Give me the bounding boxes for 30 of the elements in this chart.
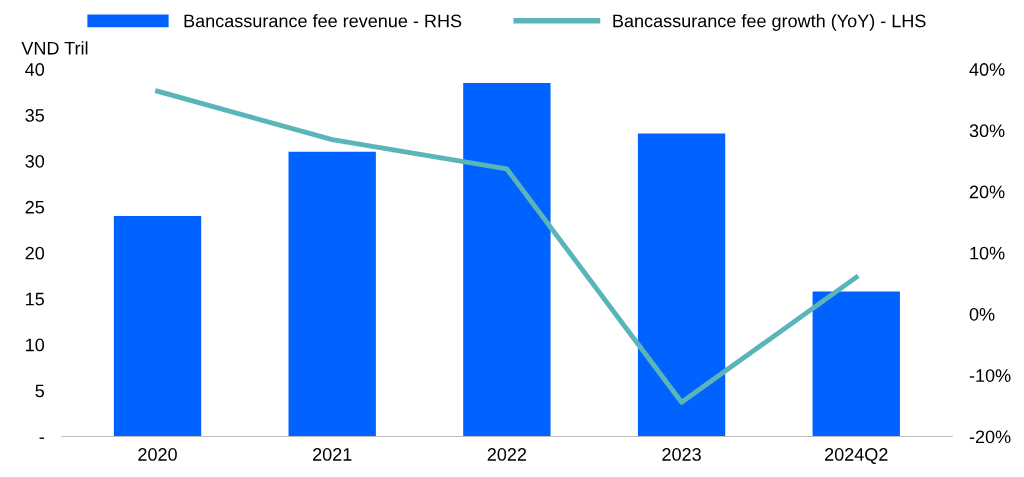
y-axis-title: VND Tril (21, 41, 88, 55)
x-tick-label: 2022 (487, 448, 527, 461)
x-tick-label: 2024Q2 (825, 448, 888, 465)
y-tick-label: 35 (25, 109, 45, 122)
x-tick-label: 2021 (313, 448, 352, 461)
y-tick-label: 5 (35, 384, 45, 398)
legend-label: Bancassurance fee revenue - RHS (184, 14, 462, 28)
y-tick-label: 30 (25, 154, 45, 168)
y2-tick-label: -10% (969, 369, 1011, 382)
y-tick-label: - (39, 437, 44, 439)
y-tick-label: 15 (26, 292, 45, 306)
y2-tick-label: 0% (969, 307, 995, 321)
y2-tick-label: -20% (969, 430, 1011, 444)
x-tick-label: 2023 (662, 448, 701, 461)
legend-label: Bancassurance fee growth (YoY) - LHS (613, 14, 926, 31)
y-tick-label: 25 (25, 200, 45, 214)
bar (637, 133, 726, 437)
y2-tick-label: 40% (969, 63, 1005, 76)
y-tick-label: 20 (25, 246, 45, 260)
y2-tick-label: 30% (969, 124, 1005, 138)
y2-tick-label: 10% (970, 246, 1005, 260)
bar (812, 291, 900, 437)
y-tick-label: 10 (26, 338, 45, 352)
x-tick-label: 2020 (138, 448, 177, 461)
bar (288, 151, 376, 437)
y2-tick-label: 20% (969, 185, 1005, 199)
line-series (155, 88, 859, 405)
bar (113, 216, 202, 437)
bar (463, 82, 551, 437)
y-tick-label: 40 (25, 63, 45, 76)
